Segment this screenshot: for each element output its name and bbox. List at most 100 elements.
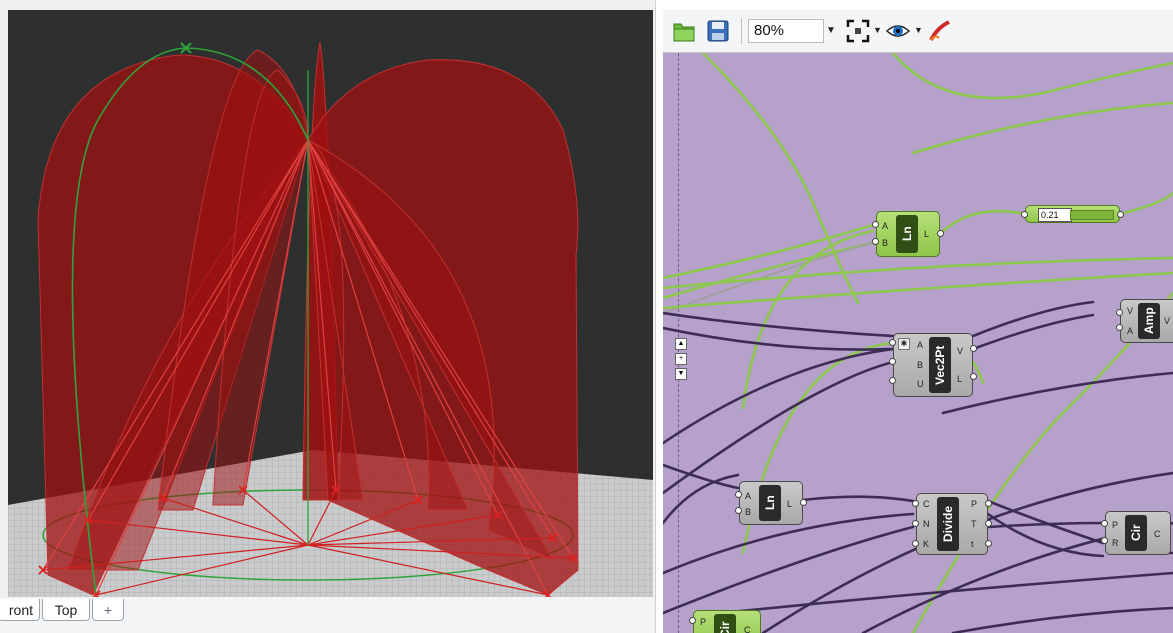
ln-component-top[interactable]: A B Ln L: [876, 211, 940, 257]
output-pin[interactable]: [985, 540, 992, 547]
zoom-level-select[interactable]: 80%: [748, 19, 824, 43]
port-l: L: [957, 374, 963, 384]
apex-point: [180, 42, 192, 54]
sketch-button[interactable]: [927, 18, 953, 44]
port-p: P: [700, 617, 707, 627]
port-v: V: [957, 346, 964, 356]
viewport-scene: [8, 41, 653, 597]
port-b: B: [917, 360, 924, 370]
port-r: R: [1112, 538, 1119, 548]
input-pin[interactable]: [912, 500, 919, 507]
component-name: Ln: [896, 215, 918, 253]
output-pin[interactable]: [985, 500, 992, 507]
port-a: A: [882, 221, 889, 231]
grasshopper-toolbar: 80% ▼ ▼ ▼: [663, 10, 1173, 59]
grasshopper-panel: 80% ▼ ▼ ▼: [663, 0, 1173, 633]
port-k: K: [923, 539, 930, 549]
input-pin[interactable]: [889, 339, 896, 346]
base-spokes: [42, 489, 574, 596]
open-file-button[interactable]: [671, 18, 697, 44]
output-pin[interactable]: [937, 230, 944, 237]
port-n: N: [923, 519, 930, 529]
sketch-pen-icon: [929, 20, 950, 41]
red-surfaces: [37, 41, 579, 596]
perspective-viewport[interactable]: [8, 10, 653, 597]
toolbar-separator: [741, 18, 742, 44]
tab-top[interactable]: Top: [42, 599, 90, 621]
zoom-extents-icon: [846, 19, 870, 43]
amp-component[interactable]: V A Amp V: [1120, 299, 1173, 343]
circle-component[interactable]: P R Cir C: [1105, 511, 1171, 555]
port-b: B: [745, 507, 752, 517]
save-file-button[interactable]: [705, 18, 731, 44]
input-pin[interactable]: [1101, 520, 1108, 527]
pan-down-icon[interactable]: ▼: [675, 368, 687, 380]
profile-curve: [71, 47, 309, 596]
port-l: L: [924, 229, 930, 239]
port-u: U: [917, 379, 924, 389]
slider-value[interactable]: 0.21: [1038, 208, 1072, 222]
number-slider[interactable]: 0.21: [1025, 205, 1120, 223]
ln-component-bottom[interactable]: A B Ln L: [739, 481, 803, 525]
input-pin[interactable]: [872, 238, 879, 245]
port-c: C: [1154, 529, 1161, 539]
port-p: P: [971, 499, 978, 509]
zoom-dropdown-arrow[interactable]: ▼: [826, 25, 836, 36]
port-a: A: [745, 491, 752, 501]
slider-track[interactable]: [1070, 210, 1114, 220]
port-l: L: [787, 499, 793, 509]
slider-output-pin[interactable]: [1117, 211, 1124, 218]
canvas-widget-handle[interactable]: [1025, 46, 1065, 59]
output-pin[interactable]: [985, 520, 992, 527]
port-p: P: [1112, 520, 1119, 530]
input-pin[interactable]: [912, 540, 919, 547]
pan-center-icon[interactable]: +: [675, 353, 687, 365]
input-pin[interactable]: [889, 377, 896, 384]
port-v-out: V: [1164, 316, 1171, 326]
red-frame-lines: [42, 139, 574, 596]
preview-dropdown-arrow[interactable]: ▼: [914, 25, 923, 35]
input-pin[interactable]: [912, 520, 919, 527]
input-pin[interactable]: [1101, 537, 1108, 544]
port-c: C: [923, 499, 930, 509]
plus-icon: +: [103, 602, 113, 618]
component-name: Divide: [937, 497, 959, 551]
pan-up-icon[interactable]: ▲: [675, 338, 687, 350]
input-pin[interactable]: [1116, 324, 1123, 331]
viewport-tab-bar: ront Top +: [0, 597, 653, 633]
port-v: V: [1127, 306, 1134, 316]
canvas-pan-widget[interactable]: ▲ + ▼: [673, 336, 687, 380]
zoom-extents-button[interactable]: [845, 18, 871, 44]
input-pin[interactable]: [735, 507, 742, 514]
output-pin[interactable]: [970, 373, 977, 380]
input-pin[interactable]: [872, 221, 879, 228]
input-pin[interactable]: [689, 617, 696, 624]
panel-divider[interactable]: [655, 0, 664, 633]
control-points: [38, 485, 578, 597]
save-file-icon: [707, 20, 729, 42]
grasshopper-canvas[interactable]: ▲ + ▼ A B Ln L 0.21 ✱ A B U Vec2Pt V: [663, 53, 1173, 633]
vec2pt-component[interactable]: ✱ A B U Vec2Pt V L: [893, 333, 973, 397]
port-t: t: [971, 539, 974, 549]
slider-input-pin[interactable]: [1021, 211, 1028, 218]
output-pin[interactable]: [800, 499, 807, 506]
component-name: Ln: [759, 485, 781, 521]
zoom-extents-arrow[interactable]: ▼: [873, 25, 882, 35]
output-pin[interactable]: [970, 345, 977, 352]
input-pin[interactable]: [889, 358, 896, 365]
component-name: Vec2Pt: [929, 337, 951, 393]
component-name: Cir: [1125, 515, 1147, 551]
component-options-icon[interactable]: ✱: [898, 338, 910, 350]
port-b: B: [882, 238, 889, 248]
input-pin[interactable]: [1116, 309, 1123, 316]
add-viewport-tab-button[interactable]: +: [92, 599, 124, 621]
input-pin[interactable]: [735, 491, 742, 498]
circle-component-partial[interactable]: P Cir C: [693, 610, 761, 633]
port-a: A: [1127, 326, 1134, 336]
port-c: C: [744, 625, 751, 633]
component-name: Amp: [1138, 303, 1160, 339]
divide-component[interactable]: C N K Divide P T t: [916, 493, 988, 555]
tab-front[interactable]: ront: [0, 599, 40, 621]
rhino-viewport-panel: ront Top +: [0, 0, 655, 633]
preview-button[interactable]: [885, 18, 911, 44]
